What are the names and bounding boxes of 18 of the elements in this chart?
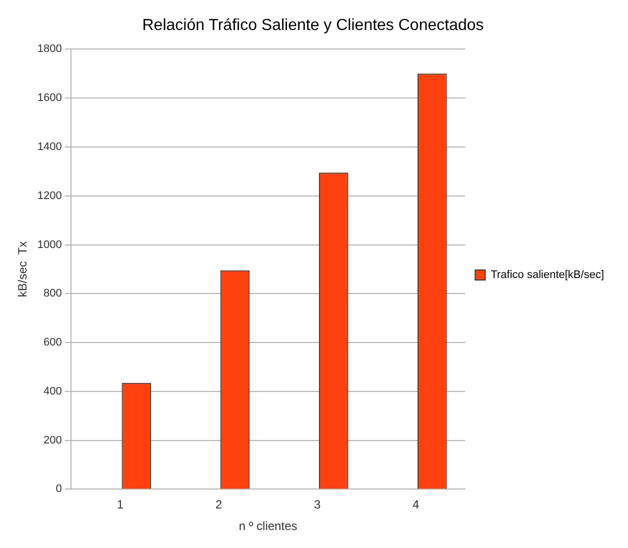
y-axis-title: kB/sec Tx <box>16 241 30 298</box>
x-axis-title: n º clientes <box>238 519 298 534</box>
x-tick-label: 4 <box>412 498 420 512</box>
y-tick-label: 600 <box>44 336 62 349</box>
y-tick-label: 1800 <box>37 43 62 56</box>
chart-title: Relación Tráfico Saliente y Clientes Conectados <box>142 17 484 34</box>
y-tick-label: 0 <box>56 483 62 496</box>
x-tick-label: 3 <box>314 498 321 512</box>
y-tick-label: 1000 <box>37 238 62 251</box>
x-tick-label: 2 <box>215 498 222 512</box>
x-tick-label: 1 <box>116 498 124 512</box>
legend-label: Trafico saliente[kB/sec] <box>490 269 604 282</box>
y-tick-label: 1200 <box>37 190 62 202</box>
y-tick-label: 800 <box>44 288 62 300</box>
y-tick-label: 1400 <box>37 141 62 154</box>
y-tick-label: 200 <box>44 434 62 446</box>
y-tick-label: 400 <box>44 385 62 398</box>
y-tick-label: 1600 <box>37 92 62 104</box>
